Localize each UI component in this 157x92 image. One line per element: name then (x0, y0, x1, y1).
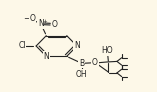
Text: N: N (43, 52, 49, 61)
Text: HO: HO (102, 46, 113, 55)
Text: −: − (23, 14, 29, 23)
Text: O: O (51, 20, 57, 29)
Text: O: O (30, 14, 36, 23)
Text: B: B (79, 59, 84, 68)
Text: OH: OH (76, 70, 87, 79)
Text: N: N (74, 41, 80, 51)
Text: Cl: Cl (18, 41, 26, 51)
Text: +: + (43, 19, 48, 24)
Text: O: O (92, 58, 98, 67)
Text: N: N (38, 19, 44, 28)
